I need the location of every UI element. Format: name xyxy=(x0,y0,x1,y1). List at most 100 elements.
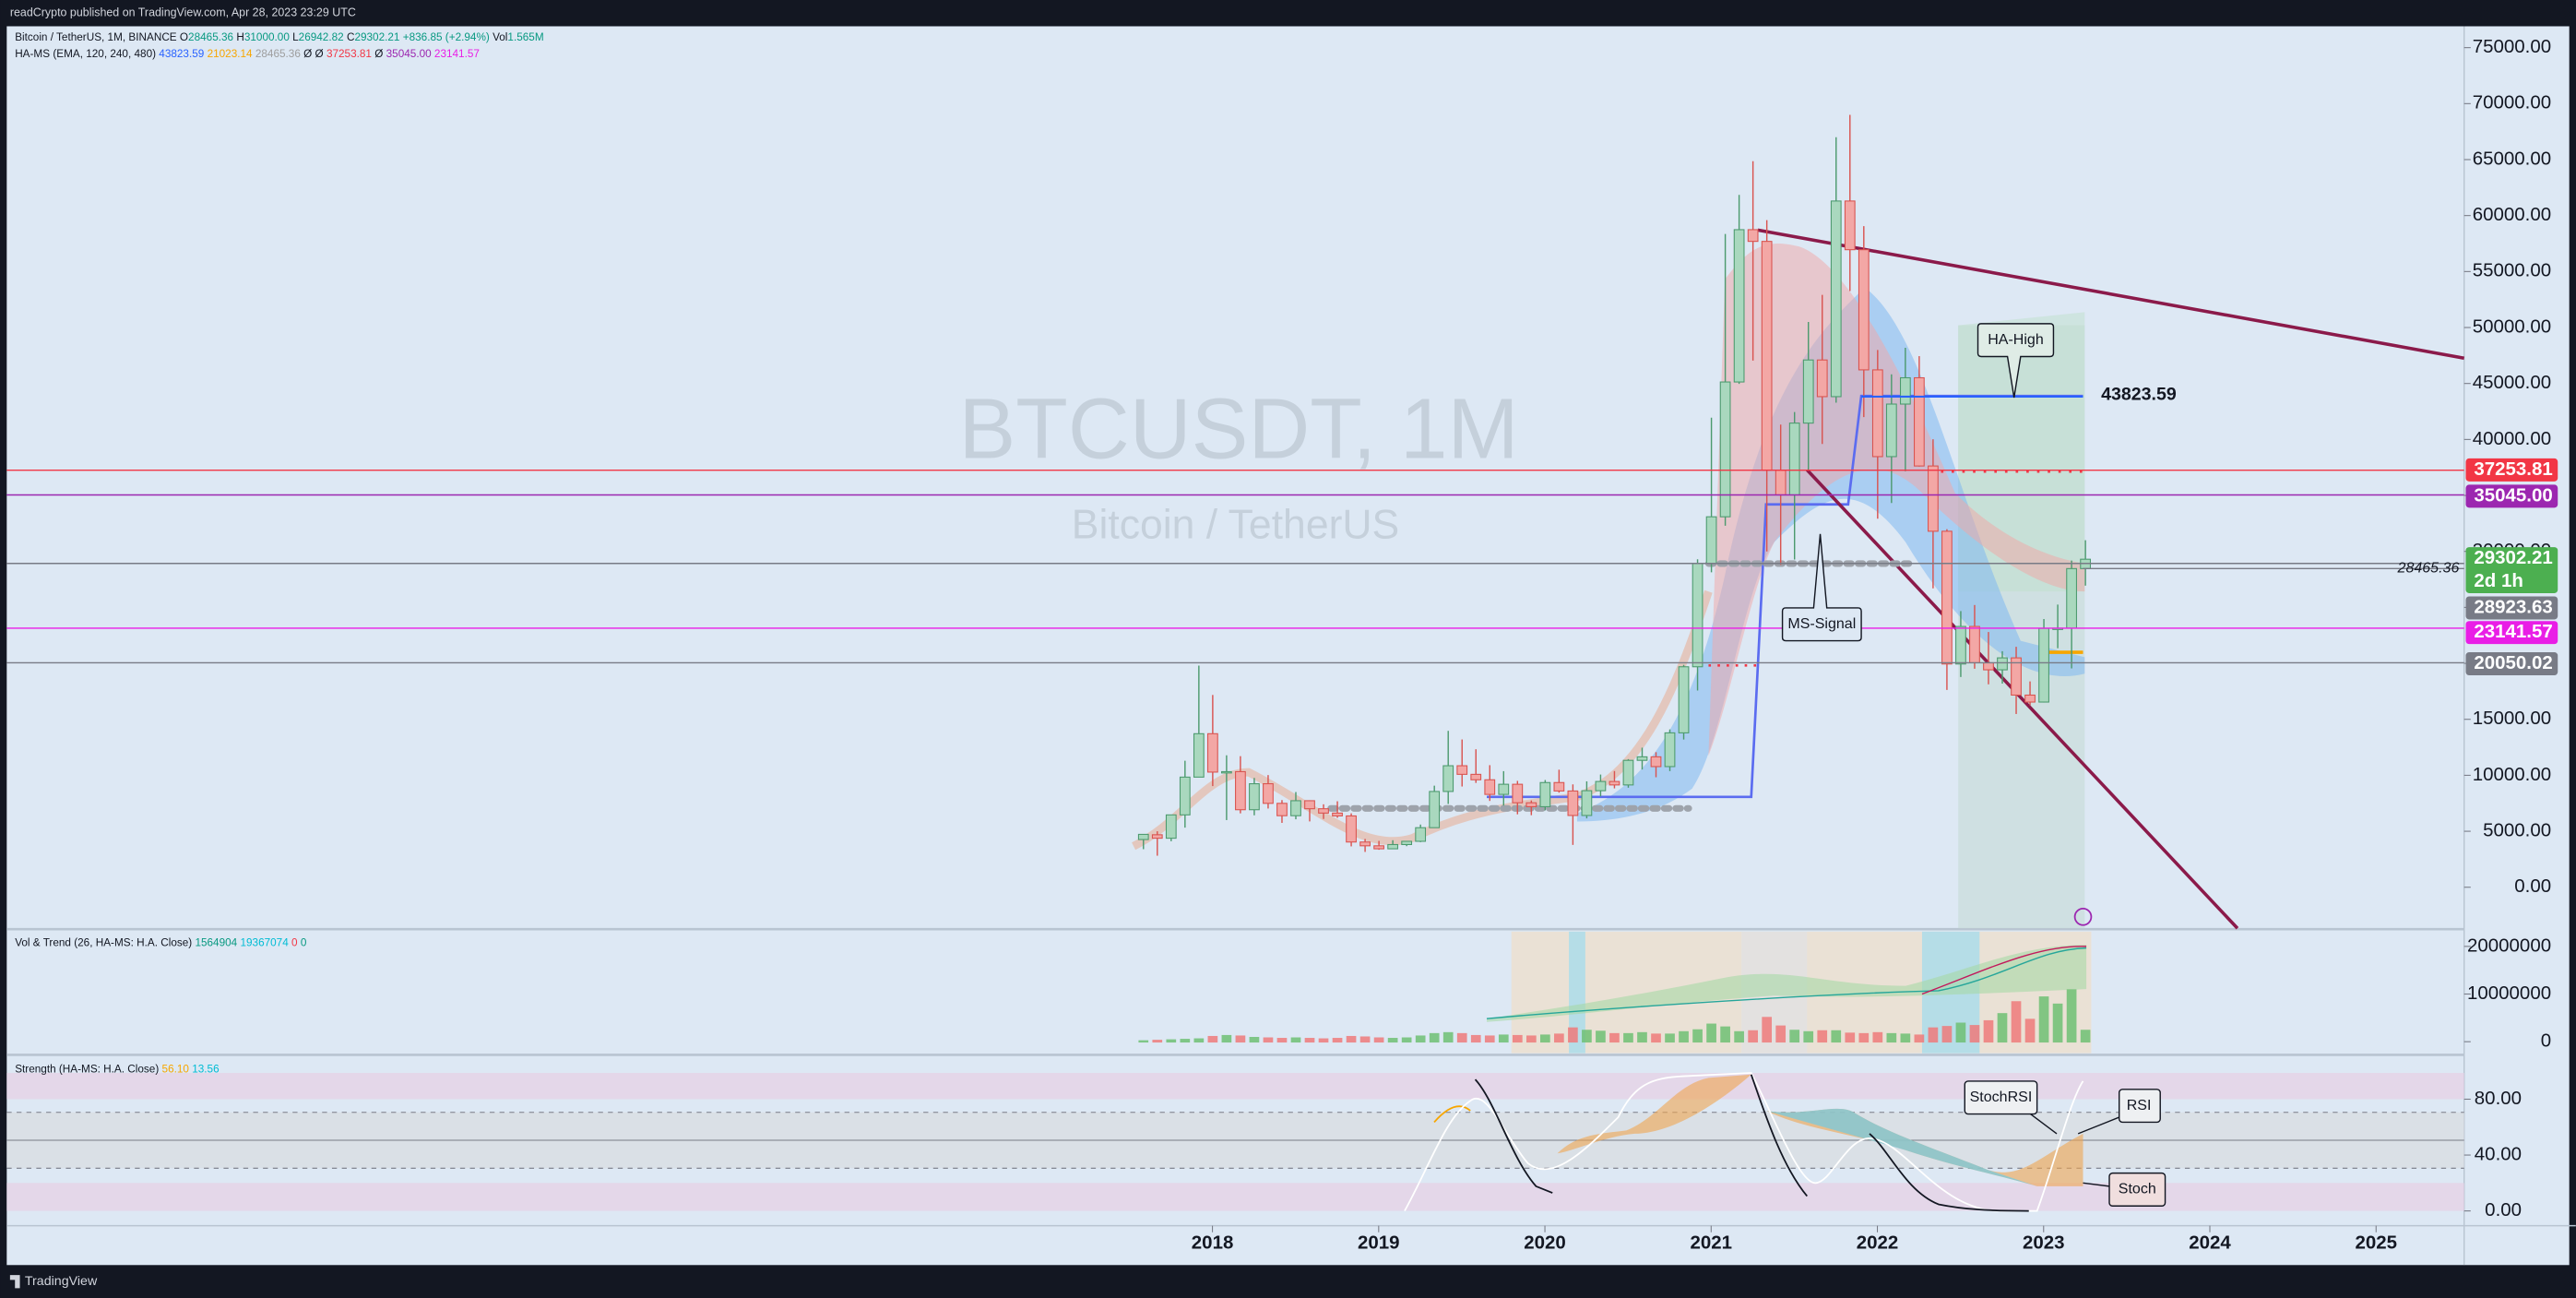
volume-tick-label: 0 xyxy=(2541,1030,2551,1052)
indicator-value: 21023.14 xyxy=(208,48,253,60)
pane-title: Strength (HA-MS: H.A. Close) xyxy=(15,1064,159,1076)
volume-bar xyxy=(1900,1033,1911,1043)
candle-body xyxy=(1415,827,1427,842)
trendline-lower xyxy=(1806,469,2239,930)
price-tick-label: 0.00 xyxy=(2514,875,2551,897)
price-tick-label: 75000.00 xyxy=(2473,36,2551,57)
strength-tick-label: 40.00 xyxy=(2475,1143,2522,1164)
volume-label: Vol xyxy=(493,31,507,43)
candle-body xyxy=(1955,625,1966,665)
price-tick-label: 40000.00 xyxy=(2473,428,2551,449)
volume-bar xyxy=(1609,1032,1620,1043)
footer-bar xyxy=(0,1265,2576,1298)
callout-text: RSI xyxy=(2127,1097,2152,1113)
price-tick-label: 5000.00 xyxy=(2483,819,2551,840)
candle-body xyxy=(1525,802,1537,807)
candle-body xyxy=(1304,800,1315,810)
volume-bar xyxy=(1651,1033,1661,1043)
change: +836.85 (+2.94%) xyxy=(403,31,490,43)
price-tag-countdown: 2d 1h xyxy=(2474,570,2523,591)
volume-bar xyxy=(1679,1030,1689,1043)
candle-body xyxy=(1858,249,1870,371)
volume-bar xyxy=(1540,1034,1550,1043)
indicator-drawings xyxy=(1132,228,2465,930)
symbol: Bitcoin / TetherUS, 1M, BINANCE xyxy=(15,31,177,43)
candle-body xyxy=(1899,376,1911,405)
candle-body xyxy=(1650,756,1662,768)
candle-body xyxy=(1871,369,1883,458)
candle-body xyxy=(1151,834,1163,840)
candle-body xyxy=(1318,808,1329,814)
pane-value: 0 xyxy=(301,936,307,948)
candle-body xyxy=(2038,627,2049,703)
volume-bar xyxy=(1596,1030,1606,1043)
indicator-value: Ø xyxy=(303,48,312,60)
pane-value: 0 xyxy=(291,936,298,948)
callout-pointer xyxy=(2083,1182,2110,1187)
candle-body xyxy=(1359,841,1371,847)
callout-text: StochRSI xyxy=(1970,1089,2033,1105)
candle-body xyxy=(1705,516,1717,565)
volume-bar xyxy=(1193,1038,1205,1043)
volume-bar xyxy=(1456,1032,1467,1043)
volume-bar xyxy=(1525,1035,1537,1043)
candle-body xyxy=(1498,783,1510,795)
rsi-fill-bear xyxy=(1765,1108,2037,1186)
time-tick-label: 2022 xyxy=(1857,1233,1899,1254)
volume-bar xyxy=(2080,1030,2091,1043)
callout: HA-High xyxy=(1977,323,2055,399)
ohlc-value: 28465.36 xyxy=(188,31,233,43)
candle-body xyxy=(1539,781,1551,807)
volume-bar xyxy=(1401,1037,1412,1043)
volume-bar xyxy=(1803,1030,1814,1043)
volume-bar xyxy=(1928,1027,1939,1043)
price-tick-label: 45000.00 xyxy=(2473,372,2551,393)
ohlc-label: H xyxy=(236,31,244,43)
volume-bar xyxy=(1582,1030,1592,1043)
volume-bar xyxy=(1775,1025,1787,1043)
price-tag-label: 35045.00 xyxy=(2474,484,2552,506)
candle-body xyxy=(1206,732,1218,773)
candle-body xyxy=(1553,781,1565,792)
price-tag-label: 37253.81 xyxy=(2474,458,2552,480)
pane-value: 19367074 xyxy=(240,936,289,948)
price-tick-label: 70000.00 xyxy=(2473,92,2551,113)
candle-body xyxy=(1997,657,2008,671)
strength-tick-label: 0.00 xyxy=(2485,1199,2522,1221)
last-close-label: 28465.36 xyxy=(2397,560,2460,577)
candle-body xyxy=(1775,470,1787,496)
candle-body xyxy=(1692,563,1703,668)
ohlc-label: O xyxy=(180,31,188,43)
volume-bar xyxy=(1706,1023,1716,1043)
candle-body xyxy=(1747,229,1759,243)
callout-pointer xyxy=(2030,1113,2058,1135)
stoch-line xyxy=(1474,1074,2029,1212)
price-tag-label: 29302.21 xyxy=(2474,547,2552,568)
volume-bar xyxy=(1138,1040,1149,1043)
price-tick-label: 60000.00 xyxy=(2473,204,2551,225)
symbol-legend: Bitcoin / TetherUS, 1M, BINANCE O28465.3… xyxy=(15,31,543,43)
time-tick-label: 2018 xyxy=(1192,1233,1234,1254)
volume-bar xyxy=(1290,1037,1301,1043)
volume-bar xyxy=(1276,1038,1288,1043)
candle-body xyxy=(1914,376,1925,467)
indicator-value: Ø xyxy=(315,48,324,60)
price-tag xyxy=(2465,621,2558,645)
volume-bar xyxy=(2011,1001,2022,1043)
volume-bar xyxy=(2052,1003,2063,1043)
ha-high-label: 43823.59 xyxy=(2101,384,2177,404)
alert-icon xyxy=(2073,908,2093,926)
time-tick-label: 2019 xyxy=(1358,1233,1400,1254)
candle-body xyxy=(1844,200,1856,251)
volume-bar xyxy=(1845,1032,1856,1043)
candle-body xyxy=(1442,765,1454,792)
callout: StochRSI xyxy=(1964,1080,2058,1135)
callout-text: MS-Signal xyxy=(1787,615,1856,632)
candle-body xyxy=(1678,666,1690,733)
candle-body xyxy=(1830,200,1842,398)
candle-body xyxy=(1719,381,1731,518)
candle-body xyxy=(1595,780,1607,792)
watermark-description: Bitcoin / TetherUS xyxy=(1072,502,1399,547)
candle-body xyxy=(2011,657,2022,697)
